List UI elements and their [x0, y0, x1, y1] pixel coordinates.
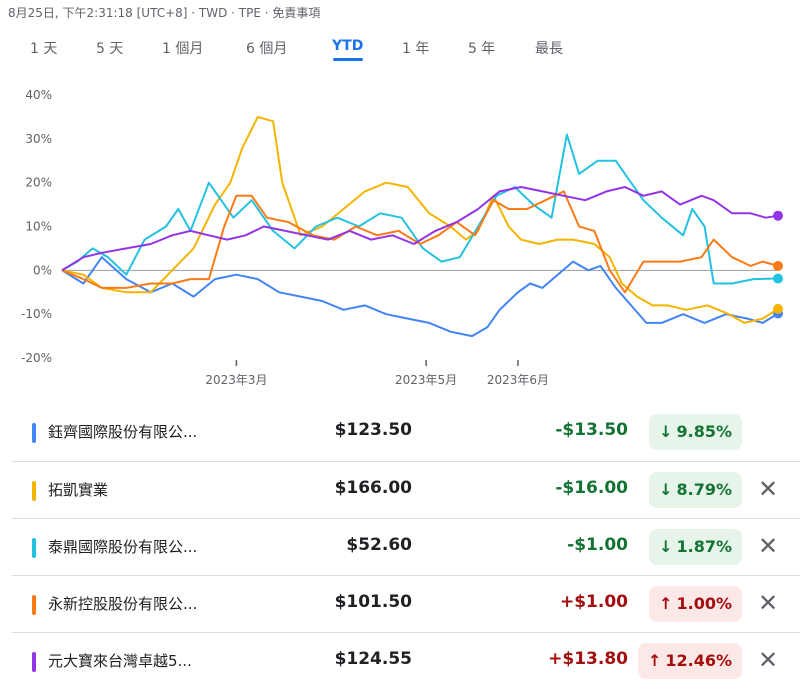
- arrow-down-icon: ↓: [659, 480, 673, 499]
- series-end-point-5: [773, 210, 783, 221]
- x-tick-label: 2023年5月: [395, 373, 457, 387]
- stock-price: $124.55: [334, 649, 412, 669]
- series-line-2: [61, 115, 779, 324]
- stock-price: $166.00: [334, 478, 412, 498]
- stock-row[interactable]: 元大寶來台灣卓越5... $124.55 +$13.80 ↑ 12.46% ✕: [12, 632, 800, 690]
- series-end-point-4: [773, 260, 783, 271]
- stock-row[interactable]: 永新控股股份有限公... $101.50 +$1.00 ↑ 1.00% ✕: [12, 575, 800, 633]
- stock-price: $123.50: [334, 420, 412, 440]
- stock-price: $101.50: [334, 592, 412, 612]
- series-color-swatch: [32, 423, 36, 443]
- tab-6-month[interactable]: 6 個月: [246, 41, 288, 57]
- stock-name: 永新控股股份有限公...: [48, 595, 198, 613]
- series-color-swatch: [32, 481, 36, 501]
- series-color-swatch: [32, 595, 36, 615]
- tab-ytd[interactable]: YTD: [332, 38, 364, 54]
- series-line-5: [61, 186, 779, 272]
- header-info: 8月25日, 下午2:31:18 [UTC+8] · TWD · TPE · 免…: [8, 6, 321, 20]
- stock-row[interactable]: 鈺齊國際股份有限公... $123.50 -$13.50 ↓ 9.85%: [12, 404, 800, 461]
- y-tick-label: -20%: [21, 351, 52, 365]
- arrow-down-icon: ↓: [659, 422, 673, 441]
- stock-name: 泰鼎國際股份有限公...: [48, 538, 198, 556]
- percent-change-badge: ↑ 1.00%: [649, 586, 742, 622]
- y-tick-label: 40%: [25, 88, 52, 102]
- arrow-up-icon: ↑: [647, 651, 662, 670]
- series-color-swatch: [32, 652, 36, 672]
- arrow-down-icon: ↓: [659, 537, 673, 556]
- active-tab-indicator: [333, 58, 363, 61]
- stock-change: +$1.00: [559, 592, 628, 612]
- series-line-4: [61, 190, 779, 294]
- stock-change: +$13.80: [548, 649, 628, 669]
- y-tick-label: 20%: [25, 176, 52, 190]
- tab-max[interactable]: 最長: [535, 41, 563, 57]
- stock-row[interactable]: 拓凱實業 $166.00 -$16.00 ↓ 8.79% ✕: [12, 461, 800, 519]
- stock-change: -$16.00: [555, 478, 628, 498]
- stock-change: -$1.00: [567, 535, 628, 555]
- stock-name: 元大寶來台灣卓越5...: [48, 652, 192, 670]
- percent-change-badge: ↓ 9.85%: [649, 414, 742, 450]
- x-tick-label: 2023年6月: [487, 373, 549, 387]
- tab-5-year[interactable]: 5 年: [468, 41, 496, 57]
- remove-stock-close-icon[interactable]: ✕: [757, 532, 779, 560]
- arrow-up-icon: ↑: [659, 594, 673, 613]
- series-color-swatch: [32, 538, 36, 558]
- comparison-line-chart: 40% 30% 20% 10% 0% -10% -20% 2023年3月 2023年5月 2023…: [21, 88, 783, 387]
- stock-change: -$13.50: [555, 420, 628, 440]
- tab-1-month[interactable]: 1 個月: [162, 41, 204, 57]
- range-tabs: 1 天 5 天 1 個月 6 個月 YTD 1 年 5 年 最長: [0, 32, 800, 66]
- tab-5-day[interactable]: 5 天: [96, 41, 124, 57]
- remove-stock-close-icon[interactable]: ✕: [757, 475, 779, 503]
- stock-price: $52.60: [346, 535, 412, 555]
- series-line-3: [61, 133, 779, 285]
- y-tick-label: 0%: [33, 263, 52, 277]
- stock-name: 鈺齊國際股份有限公...: [48, 423, 198, 441]
- percent-change-badge: ↓ 1.87%: [649, 529, 742, 565]
- y-tick-label: -10%: [21, 307, 52, 321]
- percent-change-badge: ↑ 12.46%: [637, 643, 742, 679]
- y-tick-label: 30%: [25, 132, 52, 146]
- remove-stock-close-icon[interactable]: ✕: [757, 589, 779, 617]
- series-end-point-2: [773, 303, 783, 314]
- percent-change-badge: ↓ 8.79%: [649, 472, 742, 508]
- stock-row[interactable]: 泰鼎國際股份有限公... $52.60 -$1.00 ↓ 1.87% ✕: [12, 518, 800, 576]
- remove-stock-close-icon[interactable]: ✕: [757, 646, 779, 674]
- stock-name: 拓凱實業: [48, 481, 109, 499]
- tab-1-year[interactable]: 1 年: [402, 41, 430, 57]
- series-line-1: [61, 256, 779, 338]
- tab-1-day[interactable]: 1 天: [30, 41, 58, 57]
- series-end-point-3: [773, 273, 783, 284]
- y-tick-label: 10%: [25, 220, 52, 234]
- x-tick-label: 2023年3月: [205, 373, 267, 387]
